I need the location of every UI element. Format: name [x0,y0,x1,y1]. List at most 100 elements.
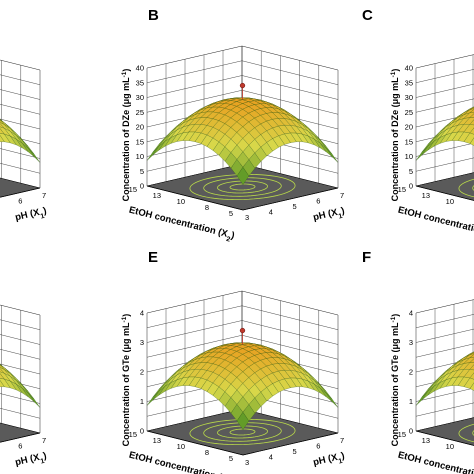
y-axis-label: EtOH concentration (X2) [396,205,474,244]
base-frame [415,185,474,201]
back-walls [415,54,474,187]
z-tick-label: 3 [140,338,144,347]
x-axis-label: pH (X1) [312,205,346,225]
z-tick-label: 2 [140,368,144,377]
response-surface [0,364,41,408]
y-tick-label: 15 [129,185,137,194]
z-tick-label: 3 [409,338,413,347]
surface-cell [469,382,474,391]
contour-line [189,419,296,445]
y-axis-label: EtOH concentration (X2) [127,450,235,474]
contour-line [217,180,268,194]
contour-line [229,183,256,191]
x-tick-label: 6 [18,442,22,451]
x-tick-label: 7 [340,191,344,200]
z-tick-label: 4 [409,309,413,318]
y-tick-label: 15 [129,430,137,439]
x-axis-label: pH (X1) [312,450,346,470]
z-tick-label: 30 [405,93,413,102]
surface-plot-d: 34567pH (X1) [0,304,48,471]
z-tick-label: 1 [409,397,413,406]
contour-line [189,174,296,200]
back-walls [0,59,41,189]
z-tick-label: 1 [140,397,144,406]
z-tick-label: 25 [136,108,144,117]
y-axis-label: EtOH concentration (X2) [396,450,474,474]
surface-cell [325,147,339,163]
z-tick-label: 15 [136,137,144,146]
base-frame [0,432,41,443]
x-tick-label: 3 [245,213,249,222]
y-tick-label: 10 [177,442,185,451]
x-tick-label: 6 [316,197,320,206]
surface-cell [0,135,5,142]
y-tick-label: 13 [153,191,161,200]
x-tick-label: 4 [269,453,273,462]
z-tick-label: 10 [405,152,413,161]
response-surface [415,106,474,161]
surface-plot-e: 3 4 5 6 7 5 8 10 13 15 0 1 2 3 4 pH (X1) EtOH concentrat… [121,249,347,474]
surface-cell [146,391,160,406]
z-tick-label: 5 [140,167,144,176]
z-tick-label: 35 [405,78,413,87]
surface-cell [27,147,41,163]
base-frame [146,185,339,211]
y-tick-label: 13 [153,436,161,445]
z-tick-label: 40 [136,64,144,73]
y-axis-label: EtOH concentration (X2) [127,205,235,244]
y-tick-label: 8 [205,203,209,212]
y-tick-label: 13 [422,191,430,200]
z-tick-label: 40 [405,64,413,73]
x-tick-label: 4 [269,208,273,217]
base-frame [0,187,41,198]
y-tick-label: 15 [398,430,406,439]
x-tick-label: 6 [316,442,320,451]
surface-plot-c: 581013150510152025303540EtOH concentrati… [362,7,474,244]
x-axis-label: pH (X1) [14,450,48,470]
surface-plot-a: 34567pH (X1) [0,59,48,226]
response-surface [146,342,339,430]
contour-line [458,423,474,443]
contour-floor [146,408,339,456]
z-tick-label: 0 [409,182,413,191]
wall-grid [0,60,41,184]
surface-cell [146,146,160,161]
optimum-point [239,82,246,89]
surface-cell [0,380,5,387]
z-tick-label: 0 [140,427,144,436]
x-tick-label: 7 [42,191,46,200]
y-tick-label: 13 [422,436,430,445]
optimum-point [239,327,246,334]
contour-line [229,428,256,436]
surface-cell [469,137,474,146]
y-tick-label: 10 [177,197,185,206]
base-frame [415,430,474,446]
z-tick-label: 0 [409,427,413,436]
contour-line [203,177,282,197]
y-tick-label: 10 [446,442,454,451]
z-tick-label: 2 [409,368,413,377]
surface-cell [325,392,339,408]
y-tick-label: 5 [229,454,233,463]
z-tick-label: 30 [136,93,144,102]
z-tick-label: 20 [136,123,144,132]
y-tick-label: 8 [205,448,209,457]
surface-cell [27,392,41,408]
z-tick-label: 0 [140,182,144,191]
wall-grid [0,305,41,429]
z-axis-label: Concentration of GTe (μg mL-1) [121,314,132,447]
contour-line [458,178,474,198]
panel-letter-b: B [148,7,159,24]
x-tick-label: 5 [293,202,297,211]
z-tick-label: 5 [409,167,413,176]
surface-cell [236,166,250,185]
panel-letter-f: F [362,249,371,266]
x-tick-label: 7 [42,436,46,445]
z-tick-label: 25 [405,108,413,117]
x-tick-label: 5 [293,447,297,456]
response-surface [0,119,41,163]
surface-cell [415,146,429,161]
z-axis-label: Concentration of DZe (μg mL-1) [121,69,132,202]
